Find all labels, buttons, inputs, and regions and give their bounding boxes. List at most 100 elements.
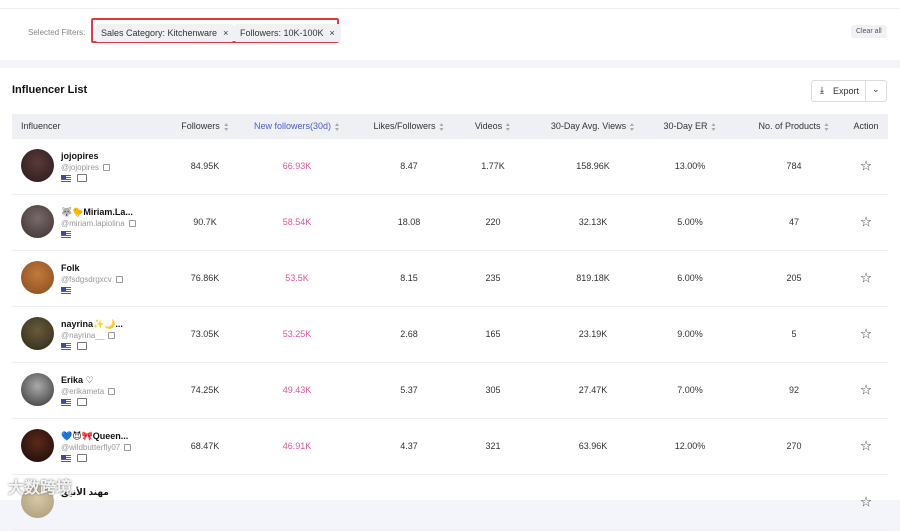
influencer-handle: @miriam.lapiolina [61,219,125,228]
filter-label: Selected Filters: [28,28,86,37]
influencer-name: مهند الأنيق [61,487,109,497]
mail-icon[interactable] [77,398,87,406]
export-button[interactable]: ⤓ Export ⌄ [811,80,887,102]
mail-icon[interactable] [77,342,87,350]
copy-icon[interactable] [108,332,115,339]
influencer-name: Folk [61,263,80,273]
avatar [21,373,54,406]
avatar [21,261,54,294]
column-header[interactable]: Likes/Followers [373,121,444,131]
avatar [21,317,54,350]
table-cell: 92 [788,385,800,395]
row-divider [12,250,888,251]
watermark: 大数跨境 [8,480,73,497]
table-cell: 53.25K [282,329,312,339]
chip-text: Sales Category: Kitchenware [101,28,218,38]
sort-icon [506,122,511,131]
table-cell: 68.47K [190,441,220,451]
favorite-star[interactable]: ☆ [859,213,873,230]
copy-icon[interactable] [116,276,123,283]
us-flag [61,231,71,238]
table-cell: 27.47K [578,385,608,395]
table-cell: 73.05K [190,329,220,339]
table-cell: 235 [485,273,501,283]
header-text: Videos [474,121,503,131]
table-cell: 305 [485,385,501,395]
sort-icon [824,122,830,131]
influencer-name: Erika ♡ [61,375,94,385]
table-cell: 1.77K [481,161,505,171]
table-cell: 90.7K [193,217,217,227]
table-cell: 13.00% [674,161,706,171]
table-cell: 9.00% [677,329,703,339]
copy-icon[interactable] [103,164,110,171]
table-cell: 53.5K [285,273,309,283]
us-flag [61,287,71,294]
us-flag [61,175,71,182]
table-cell: 205 [786,273,802,283]
influencer-name: 💙😈🎀Queen... [61,431,129,441]
row-divider [12,474,888,475]
clear-all-button[interactable]: Clear all [851,25,887,38]
copy-icon[interactable] [124,444,131,451]
us-flag [61,399,71,406]
table-cell: 49.43K [282,385,312,395]
table-cell: 270 [786,441,802,451]
header-text: Likes/Followers [373,121,436,131]
favorite-star[interactable]: ☆ [859,157,873,174]
remove-chip[interactable]: × [329,28,335,38]
influencer-handle: @nayrina__ [61,331,105,340]
favorite-star[interactable]: ☆ [859,381,873,398]
column-header: Action [853,121,878,131]
table-cell: 8.47 [400,161,418,171]
table-cell: 819.18K [576,273,610,283]
header-text: Action [853,121,879,131]
row-divider [12,362,888,363]
column-header[interactable]: Followers [181,121,229,131]
favorite-star[interactable]: ☆ [859,493,873,510]
table-cell: 5 [791,329,797,339]
header-text: Influencer [21,121,61,131]
row-divider [12,306,888,307]
remove-chip[interactable]: × [223,28,229,38]
sort-icon [223,122,229,131]
list-title: Influencer List [12,84,88,96]
mail-icon[interactable] [77,174,87,182]
table-cell: 4.37 [400,441,418,451]
table-cell: 2.68 [400,329,418,339]
column-header[interactable]: 30-Day Avg. Views [551,121,635,131]
chip-text: Followers: 10K-100K [240,28,324,38]
header-text: Followers [181,121,220,131]
column-header[interactable]: Videos [475,121,511,131]
favorite-star[interactable]: ☆ [859,269,873,286]
table-cell: 8.15 [400,273,418,283]
column-header: Influencer [21,121,61,131]
column-header[interactable]: No. of Products [758,121,829,131]
column-header[interactable]: 30-Day ER [663,121,716,131]
table-cell: 58.54K [282,217,312,227]
table-cell: 220 [485,217,501,227]
table-cell: 47 [788,217,800,227]
table-cell: 784 [786,161,802,171]
favorite-star[interactable]: ☆ [859,325,873,342]
table-cell: 18.08 [397,217,421,227]
avatar [21,205,54,238]
table-cell: 74.25K [190,385,220,395]
row-divider [12,194,888,195]
dropdown-arrow: ⌄ [872,84,880,94]
favorite-star[interactable]: ☆ [859,437,873,454]
column-header[interactable]: New followers(30d) [254,121,340,131]
table-cell: 12.00% [674,441,706,451]
divider [865,81,866,101]
sort-icon [630,122,635,131]
influencer-handle: @jojopires [61,163,99,172]
table-header [12,114,888,139]
copy-icon[interactable] [129,220,136,227]
table-cell: 165 [485,329,501,339]
mail-icon[interactable] [77,454,87,462]
copy-icon[interactable] [108,388,115,395]
influencer-name: nayrina✨🌙... [61,319,123,329]
divider [0,8,900,9]
table-cell: 84.95K [190,161,220,171]
table-cell: 46.91K [282,441,312,451]
